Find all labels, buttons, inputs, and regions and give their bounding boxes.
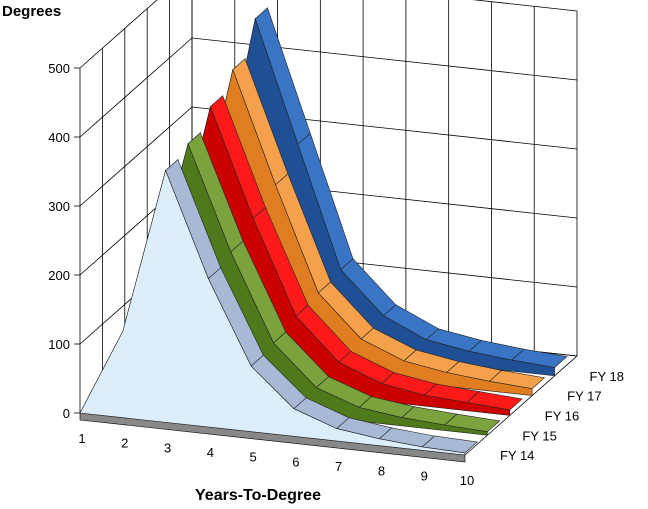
series-label: FY 14 — [500, 448, 534, 463]
x-tick-label: 10 — [460, 473, 474, 488]
y-tick-label: 300 — [48, 199, 70, 214]
x-tick-label: 6 — [292, 454, 299, 469]
ribbon-front-face — [79, 169, 466, 456]
x-tick-label: 1 — [78, 431, 85, 446]
y-tick-label: 400 — [48, 130, 70, 145]
y-tick-label: 0 — [63, 406, 70, 421]
series-label: FY 16 — [545, 408, 579, 423]
x-tick-label: 2 — [121, 436, 128, 451]
x-tick-label: 4 — [207, 445, 214, 460]
series-label: FY 18 — [590, 369, 624, 384]
series-labels: FY 14 FY 15 FY 16 FY 17 FY 18 — [500, 369, 624, 463]
x-axis-title: Years-To-Degree — [195, 487, 321, 504]
series-label: FY 17 — [567, 389, 601, 404]
series-ribbons — [79, 7, 568, 456]
y-axis-title: Degrees — [2, 3, 61, 20]
series-label: FY 15 — [522, 428, 556, 443]
y-tick-label: 100 — [48, 337, 70, 352]
gridline-y-500 — [79, 0, 578, 69]
series-fy-14 — [79, 158, 478, 456]
x-tick-label: 7 — [335, 459, 342, 474]
y-tick-label: 500 — [48, 61, 70, 76]
x-tick-label: 5 — [249, 450, 256, 465]
gridlines — [79, 0, 578, 414]
x-tick-label: 3 — [164, 440, 171, 455]
x-tick-label: 9 — [421, 468, 428, 483]
x-tick-label: 8 — [378, 464, 385, 479]
y-tick-labels: 0 100 200 300 400 500 — [48, 61, 80, 421]
y-tick-label: 200 — [48, 268, 70, 283]
x-tick-labels: 1 2 3 4 5 6 7 8 9 10 — [78, 431, 474, 488]
